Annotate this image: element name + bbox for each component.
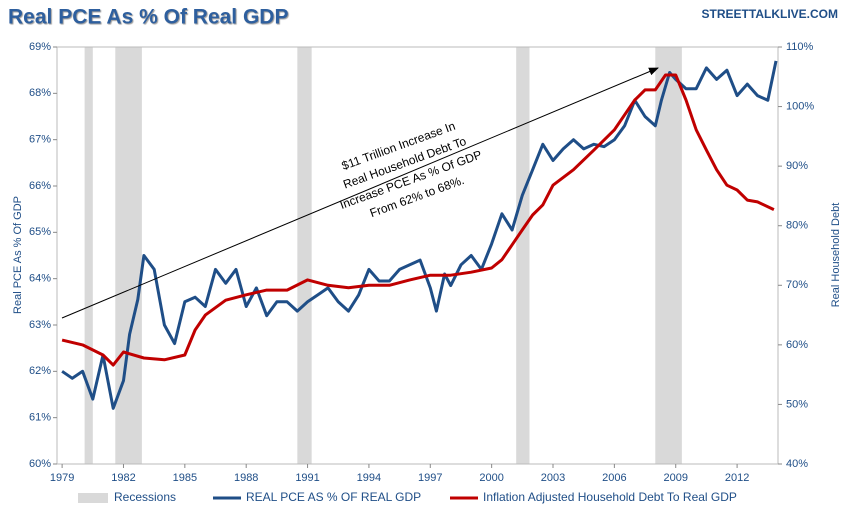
x-tick-label: 2009 — [663, 472, 687, 484]
y2-tick-label: 110% — [786, 41, 814, 53]
chart-title: Real PCE As % Of Real GDP — [8, 6, 288, 29]
y-tick-label: 64% — [29, 273, 51, 285]
x-tick-label: 1991 — [295, 472, 319, 484]
legend-label: Inflation Adjusted Household Debt To Rea… — [483, 490, 737, 504]
y-tick-label: 61% — [29, 412, 51, 424]
y2-tick-label: 40% — [786, 458, 808, 470]
source: STREETTALKLIVE.COM — [702, 7, 838, 21]
y2-tick-label: 50% — [786, 398, 808, 410]
legend-label: Recessions — [114, 490, 176, 504]
y2-tick-label: 70% — [786, 279, 808, 291]
arrow — [61, 67, 659, 319]
y-tick-label: 67% — [29, 134, 51, 146]
y-axis-label: Real PCE As % Of GDP — [12, 196, 24, 314]
legend-label: REAL PCE AS % OF REAL GDP — [246, 490, 421, 504]
recession-band — [297, 47, 312, 464]
recession-band — [655, 47, 682, 464]
y2-tick-label: 60% — [786, 339, 808, 351]
recession-band — [516, 47, 530, 464]
y2-tick-label: 90% — [786, 160, 808, 172]
y2-tick-label: 100% — [786, 100, 814, 112]
x-tick-label: 1994 — [357, 472, 381, 484]
x-tick-label: 2006 — [602, 472, 626, 484]
y-tick-label: 68% — [29, 87, 51, 99]
x-tick-label: 1979 — [50, 472, 74, 484]
y2-tick-label: 80% — [786, 220, 808, 232]
recession-band — [84, 47, 93, 464]
x-tick-label: 2012 — [725, 472, 749, 484]
x-tick-label: 1982 — [111, 472, 135, 484]
legend-swatch — [78, 493, 108, 503]
y-tick-label: 65% — [29, 226, 51, 238]
y-tick-label: 63% — [29, 319, 51, 331]
x-tick-label: 2003 — [541, 472, 565, 484]
x-tick-label: 2000 — [479, 472, 503, 484]
y2-axis-label: Real Household Debt — [830, 203, 842, 308]
y-tick-label: 69% — [29, 41, 51, 53]
plot-frame — [56, 46, 779, 465]
y-tick-label: 66% — [29, 180, 51, 192]
x-tick-label: 1988 — [234, 472, 258, 484]
x-tick-label: 1997 — [418, 472, 442, 484]
x-tick-label: 1985 — [173, 472, 197, 484]
series-line — [61, 60, 778, 410]
recession-band — [115, 47, 142, 464]
series-line — [61, 73, 775, 367]
y-tick-label: 60% — [29, 458, 51, 470]
annotation: $11 Trillion Increase In Real Household … — [338, 119, 484, 220]
y-tick-label: 62% — [29, 365, 51, 377]
